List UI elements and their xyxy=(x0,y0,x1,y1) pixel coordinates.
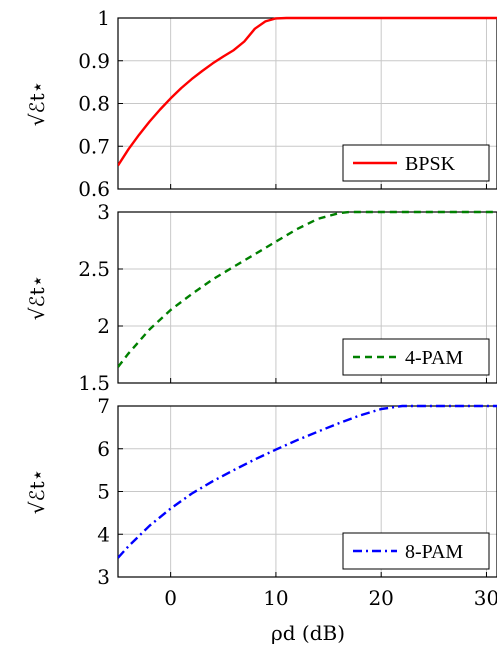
y-tick-label: 1 xyxy=(97,6,110,30)
y-tick-label: 0.8 xyxy=(78,92,110,116)
y-tick-label: 3 xyxy=(97,200,110,224)
y-tick-label: 1.5 xyxy=(78,371,110,395)
y-tick-label: 0.7 xyxy=(78,134,110,158)
series-line-4-pam xyxy=(118,210,497,368)
y-tick-label: 2.5 xyxy=(78,257,110,281)
y-tick-label: 4 xyxy=(97,522,110,546)
legend-label: BPSK xyxy=(405,153,456,175)
panel-3: 3 4 5 6 7 8-PAM √ℰt⋆ 0 10 20 30 ρd (dB) xyxy=(25,394,497,645)
x-axis-label: ρd (dB) xyxy=(271,621,345,645)
y-tick-label: 7 xyxy=(97,394,110,418)
series-line-8-pam xyxy=(118,404,497,559)
series-line-bpsk xyxy=(118,16,497,167)
y-axis-label: √ℰt⋆ xyxy=(25,469,49,514)
legend-label: 4-PAM xyxy=(405,347,463,369)
plot-frame xyxy=(117,405,497,578)
y-tick-label: 5 xyxy=(97,480,110,504)
y-tick-label: 0.6 xyxy=(78,177,110,201)
x-tick-label: 0 xyxy=(164,586,177,610)
x-tick-label: 30 xyxy=(474,586,497,610)
x-tick-label: 10 xyxy=(263,586,288,610)
y-axis-label: √ℰt⋆ xyxy=(25,81,49,126)
panel-1: 0.6 0.7 0.8 0.9 1 BPSK √ℰt⋆ xyxy=(25,6,497,201)
x-tick-label: 20 xyxy=(368,586,393,610)
y-tick-label: 3 xyxy=(97,565,110,589)
legend-label: 8-PAM xyxy=(405,541,463,563)
y-tick-label: 0.9 xyxy=(78,49,110,73)
y-tick-label: 6 xyxy=(97,437,110,461)
y-tick-label: 2 xyxy=(97,314,110,338)
y-axis-label: √ℰt⋆ xyxy=(25,275,49,320)
panel-2: 1.5 2 2.5 3 4-PAM √ℰt⋆ xyxy=(25,200,497,395)
plot-frame xyxy=(117,211,497,384)
